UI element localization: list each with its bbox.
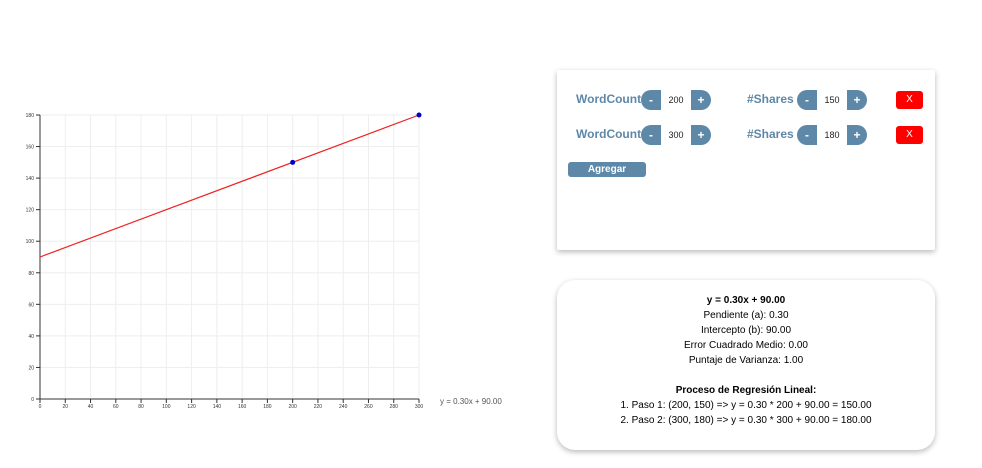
wordcount-label: WordCount (576, 92, 642, 106)
y-tick-label: 40 (28, 334, 34, 340)
shares-label: #Shares (747, 127, 794, 141)
delete-row-button[interactable]: X (896, 91, 923, 109)
x-tick-label: 160 (238, 404, 247, 410)
shares-stepper[interactable]: - 180 + (797, 125, 867, 145)
decrement-button[interactable]: - (805, 128, 809, 142)
y-tick-label: 0 (31, 397, 34, 403)
x-tick-label: 80 (138, 404, 144, 410)
equation-text: y = 0.30x + 90.00 (706, 295, 786, 306)
x-tick-label: 40 (88, 404, 94, 410)
delete-row-button[interactable]: X (896, 126, 923, 144)
regression-chart: 0 20 40 60 80 100 120 140 160 180 200 220 240 260 280 3… (26, 112, 502, 410)
x-tick-label: 300 (415, 404, 424, 410)
y-tick-label: 160 (26, 145, 35, 151)
wordcount-input[interactable]: 200 (661, 90, 691, 110)
decrement-button[interactable]: - (649, 128, 653, 142)
variance-text: Puntaje de Varianza: 1.00 (688, 355, 804, 366)
data-row: WordCount - 200 + #Shares - 150 + X (557, 89, 935, 113)
mse-text: Error Cuadrado Medio: 0.00 (684, 340, 808, 351)
x-tick-label: 220 (314, 404, 323, 410)
data-point (290, 159, 296, 165)
increment-button[interactable]: + (853, 93, 861, 107)
wordcount-input[interactable]: 300 (661, 125, 691, 145)
x-tick-label: 20 (62, 404, 68, 410)
x-tick-label: 200 (288, 404, 297, 410)
wordcount-stepper[interactable]: - 200 + (641, 90, 711, 110)
slope-text: Pendiente (a): 0.30 (703, 310, 789, 321)
intercept-text: Intercepto (b): 90.00 (700, 325, 792, 336)
wordcount-stepper[interactable]: - 300 + (641, 125, 711, 145)
results-panel: y = 0.30x + 90.00 Pendiente (a): 0.30 In… (557, 280, 935, 450)
equation-label: y = 0.30x + 90.00 (440, 397, 502, 406)
increment-button[interactable]: + (697, 128, 705, 142)
shares-label: #Shares (747, 92, 794, 106)
y-tick-label: 120 (26, 208, 35, 214)
x-tick-label: 260 (364, 404, 373, 410)
x-tick-label: 120 (187, 404, 196, 410)
process-title: Proceso de Regresión Lineal: (675, 385, 817, 396)
add-button[interactable]: Agregar (568, 162, 646, 177)
x-tick-label: 60 (113, 404, 119, 410)
shares-input[interactable]: 180 (817, 125, 847, 145)
regression-line (39, 114, 420, 258)
wordcount-label: WordCount (576, 127, 642, 141)
increment-button[interactable]: + (853, 128, 861, 142)
data-row: WordCount - 300 + #Shares - 180 + X (557, 124, 935, 148)
shares-stepper[interactable]: - 150 + (797, 90, 867, 110)
decrement-button[interactable]: - (805, 93, 809, 107)
y-tick-label: 60 (28, 302, 34, 308)
x-tick-label: 280 (390, 404, 399, 410)
shares-input[interactable]: 150 (817, 90, 847, 110)
results-text: y = 0.30x + 90.00 Pendiente (a): 0.30 In… (557, 293, 935, 428)
x-tick-label: 100 (162, 404, 171, 410)
step-text: 2. Paso 2: (300, 180) => y = 0.30 * 300 … (620, 415, 872, 426)
x-tick-label: 240 (339, 404, 348, 410)
step-text: 1. Paso 1: (200, 150) => y = 0.30 * 200 … (620, 400, 872, 411)
data-point (416, 112, 422, 118)
y-tick-label: 80 (28, 271, 34, 277)
data-input-panel: WordCount - 200 + #Shares - 150 + X Word… (557, 70, 935, 250)
increment-button[interactable]: + (697, 93, 705, 107)
y-tick-label: 140 (26, 176, 35, 182)
decrement-button[interactable]: - (649, 93, 653, 107)
spacer (557, 368, 935, 383)
y-tick-label: 100 (26, 239, 35, 245)
y-tick-label: 20 (28, 365, 34, 371)
x-tick-label: 0 (39, 404, 42, 410)
x-tick-label: 180 (263, 404, 272, 410)
y-tick-label: 180 (26, 113, 35, 119)
x-tick-label: 140 (213, 404, 222, 410)
